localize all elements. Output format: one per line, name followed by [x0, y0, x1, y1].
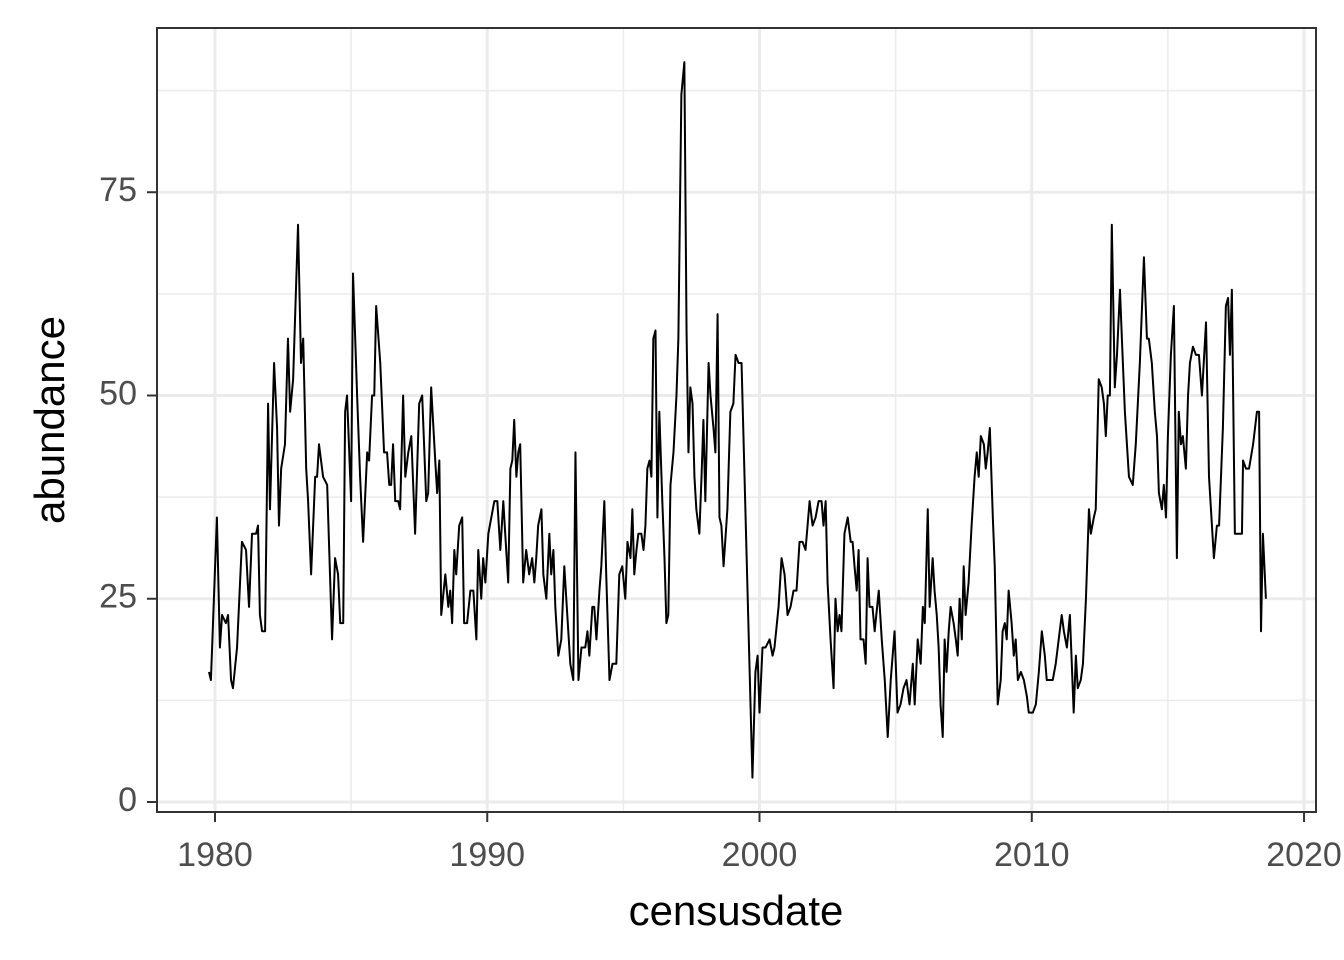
- plot-area: [208, 61, 1267, 779]
- grid: [157, 28, 1316, 812]
- y-tick-label: 0: [118, 781, 137, 819]
- x-tick-label: 2020: [1266, 836, 1342, 874]
- y-tick-label: 50: [99, 374, 137, 412]
- x-tick-label: 2000: [722, 836, 798, 874]
- x-tick-label: 2010: [994, 836, 1070, 874]
- line: [208, 61, 1267, 779]
- y-tick-label: 25: [99, 578, 137, 616]
- x-axis-title: censusdate: [629, 887, 844, 934]
- y-axis-title: abundance: [26, 316, 73, 524]
- x-tick-label: 1990: [449, 836, 525, 874]
- x-tick-label: 1980: [177, 836, 253, 874]
- y-tick-label: 75: [99, 171, 137, 209]
- panel-border: [156, 27, 1317, 813]
